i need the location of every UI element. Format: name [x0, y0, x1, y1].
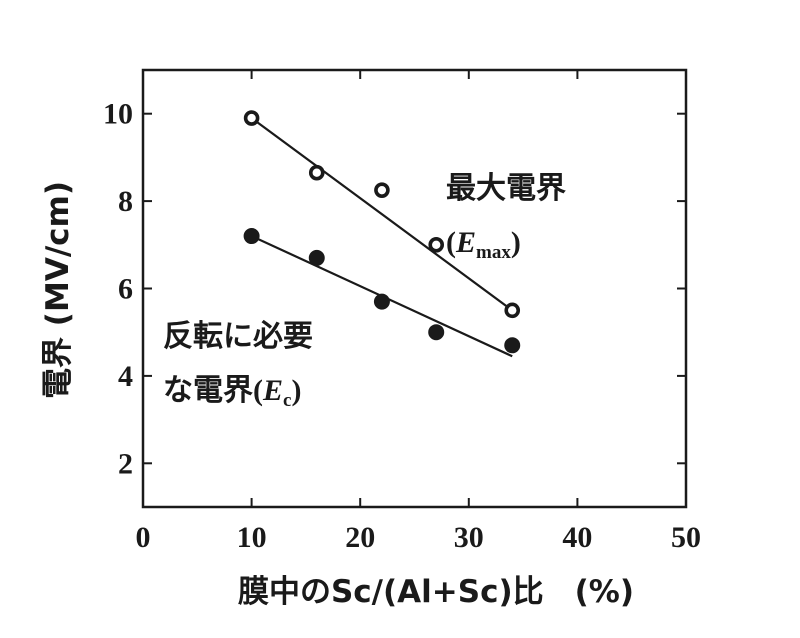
- x-tick-label: 10: [237, 521, 267, 554]
- fit-line-0: [250, 117, 513, 312]
- data-points: [243, 110, 521, 354]
- emax-annotation-symbol: (Emax): [446, 226, 521, 263]
- emax-point: [504, 302, 521, 319]
- y-axis-title: 電界 (MV/cm): [40, 181, 76, 399]
- emax-annotation-label: 最大電界: [446, 171, 566, 206]
- x-tick-label: 40: [562, 521, 592, 554]
- x-tick-label: 50: [671, 521, 701, 554]
- x-tick-label: 20: [345, 521, 375, 554]
- x-tick-label: 0: [136, 521, 151, 554]
- y-tick-label: 6: [118, 273, 133, 306]
- ec-point: [308, 249, 325, 266]
- ec-point: [243, 228, 260, 245]
- x-tick-label: 30: [454, 521, 484, 554]
- emax-point: [374, 182, 390, 198]
- ec-annotation-line2: な電界(Ec): [163, 373, 301, 411]
- tick-labels: 0 10 20 30 40 50 2 4 6 8 10: [103, 98, 701, 554]
- x-axis-title: 膜中のSc/(Al+Sc)比 (%): [238, 574, 634, 610]
- plot-frame: [141, 68, 688, 509]
- ec-point: [428, 324, 445, 341]
- ec-point: [373, 293, 390, 310]
- y-tick-label: 4: [118, 360, 133, 393]
- y-tick-label: 10: [103, 98, 133, 131]
- ec-annotation-line1: 反転に必要: [163, 319, 313, 354]
- emax-point: [243, 110, 260, 126]
- emax-point: [428, 237, 445, 253]
- ec-point: [504, 337, 521, 354]
- axis-ticks: [142, 70, 687, 507]
- y-tick-label: 2: [118, 447, 133, 480]
- y-tick-label: 8: [118, 185, 133, 218]
- emax-point: [308, 164, 325, 181]
